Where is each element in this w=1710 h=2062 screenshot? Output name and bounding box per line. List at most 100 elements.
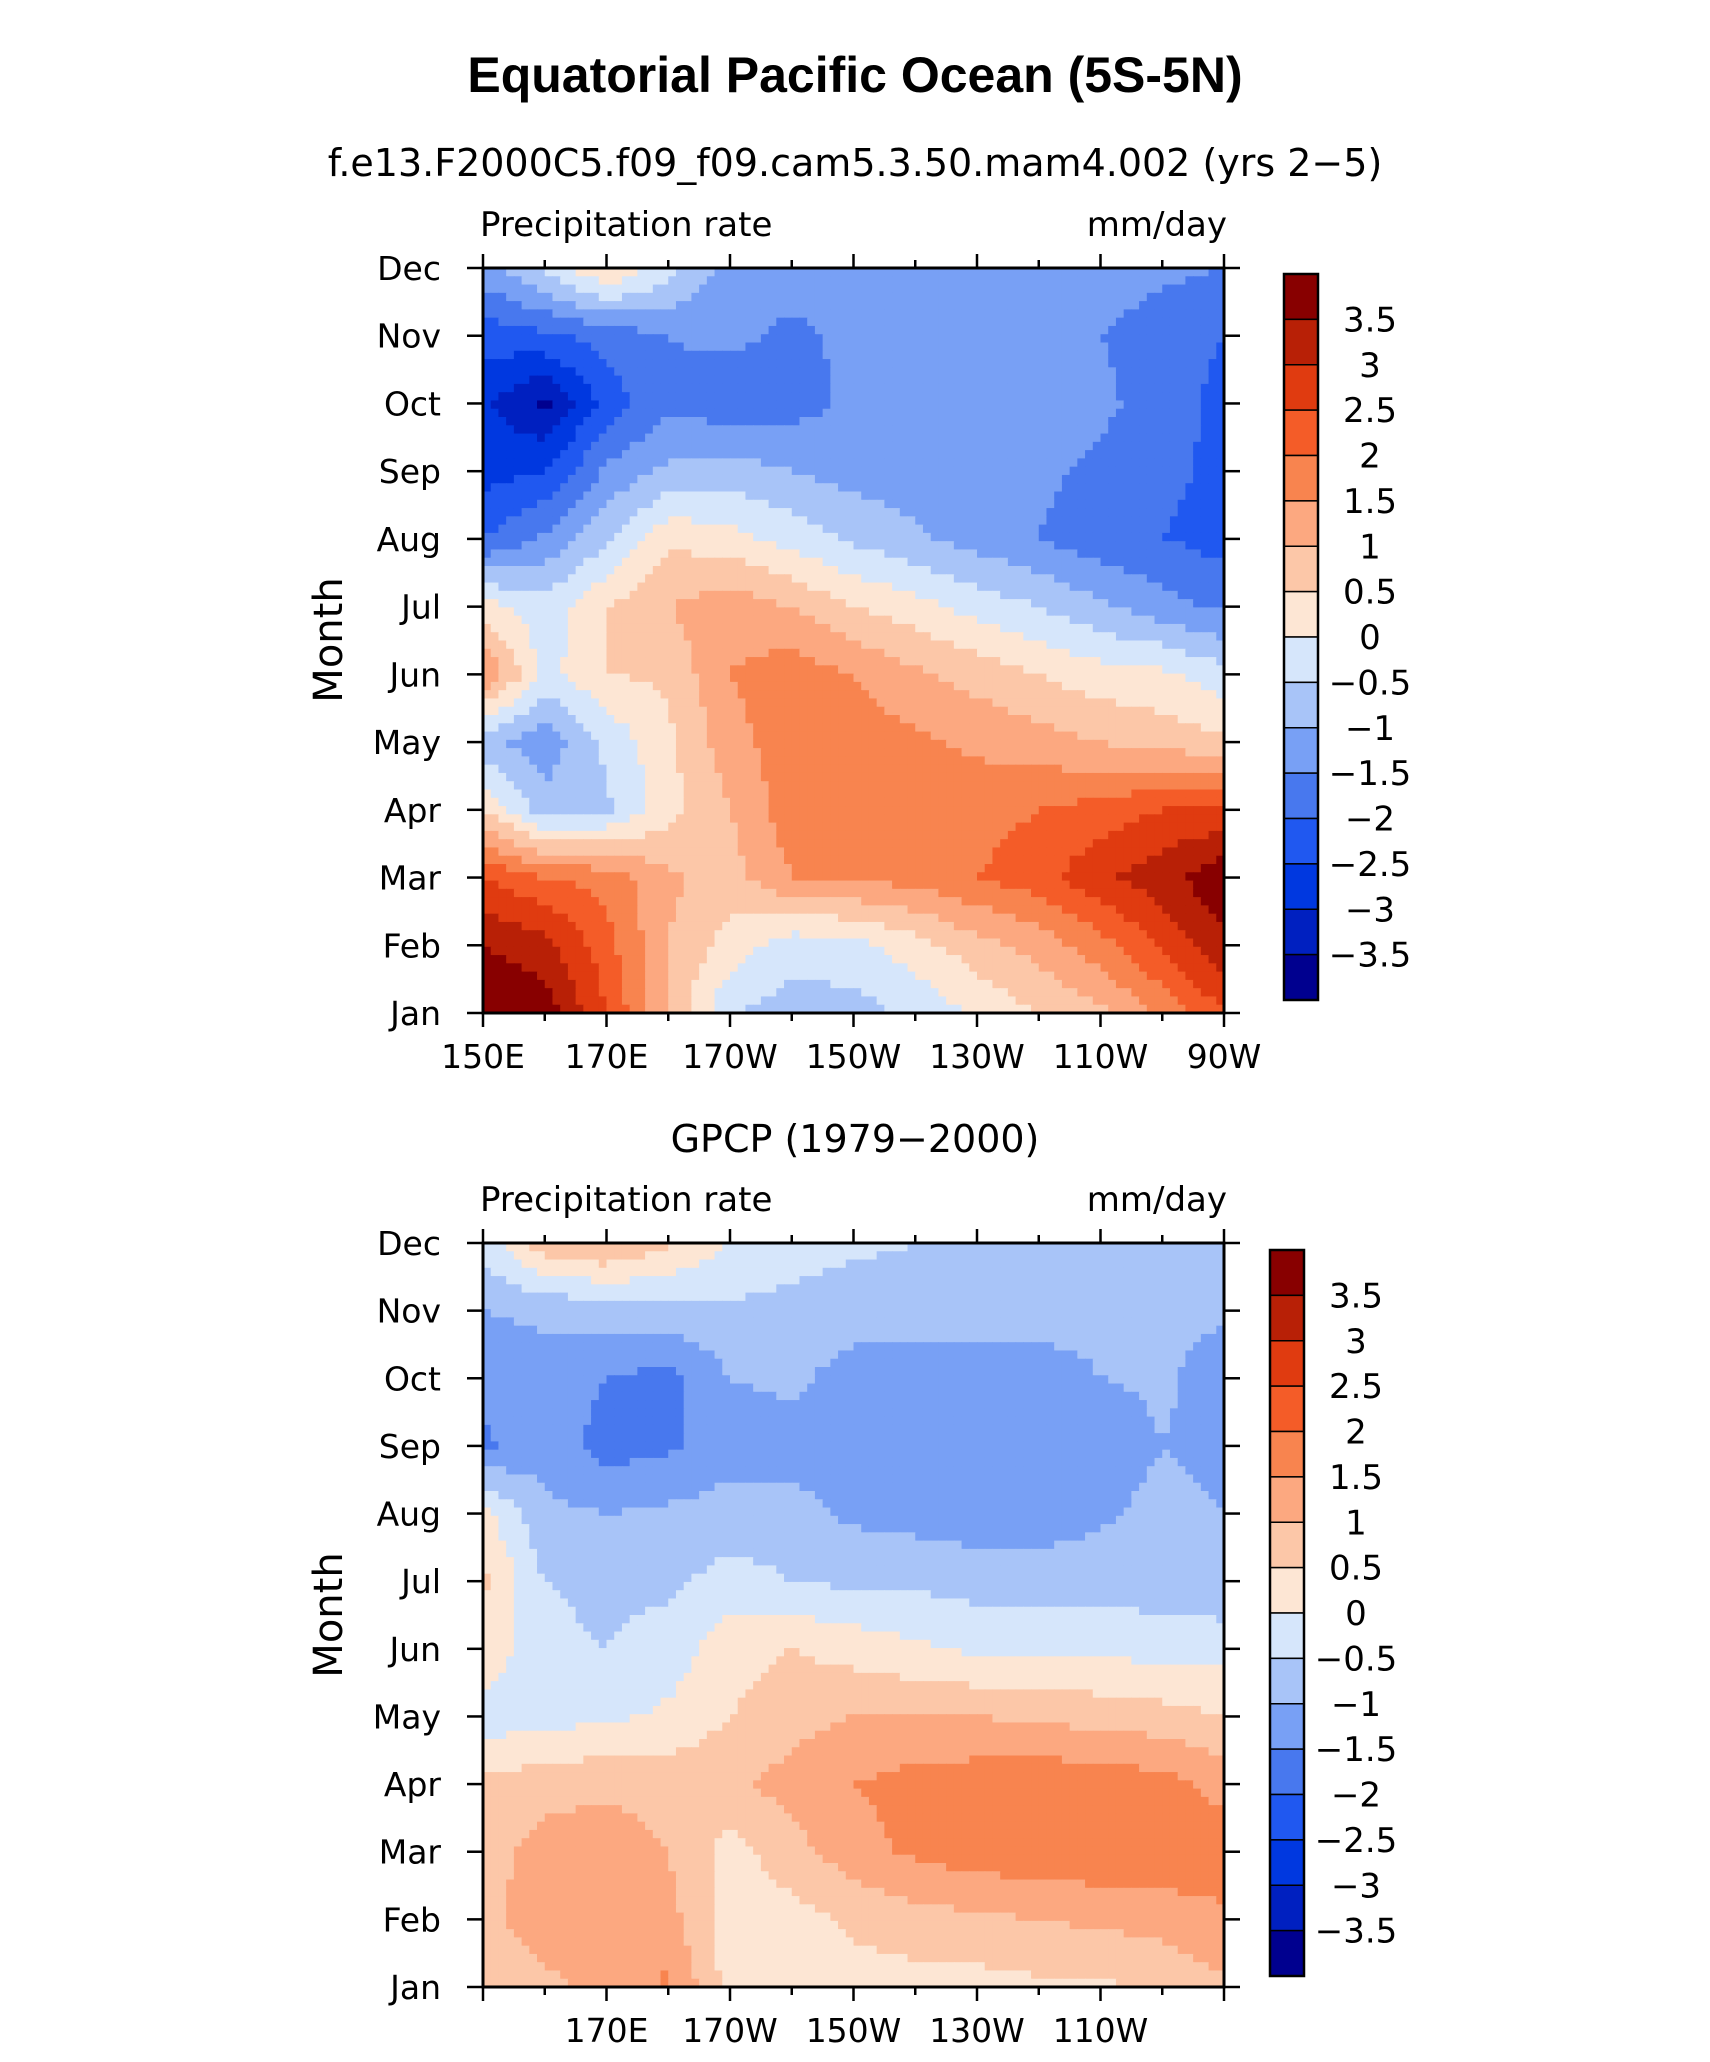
heat-cell bbox=[915, 508, 924, 517]
heat-cell bbox=[745, 301, 754, 310]
heat-cell bbox=[1185, 665, 1194, 675]
heat-cell bbox=[784, 301, 793, 310]
heat-cell bbox=[675, 524, 685, 534]
heat-cell bbox=[637, 541, 646, 551]
heat-cell bbox=[907, 383, 916, 393]
heat-cell bbox=[591, 350, 600, 360]
heat-cell bbox=[614, 516, 623, 526]
heat-cell bbox=[992, 400, 1001, 410]
heat-cell bbox=[629, 549, 638, 559]
heat-cell bbox=[861, 541, 870, 551]
heat-cell bbox=[668, 317, 677, 327]
heat-cell bbox=[537, 681, 546, 691]
heat-cell bbox=[714, 632, 723, 642]
heat-cell bbox=[830, 574, 839, 584]
heat-cell bbox=[1054, 574, 1063, 584]
heat-cell bbox=[992, 359, 1001, 368]
heat-cell bbox=[961, 400, 970, 410]
heat-cell bbox=[652, 292, 662, 302]
heat-cell bbox=[1092, 359, 1102, 368]
heat-cell bbox=[791, 325, 801, 335]
heat-cell bbox=[598, 648, 608, 658]
heat-cell bbox=[637, 574, 646, 584]
heat-cell bbox=[853, 549, 862, 559]
heat-cell bbox=[907, 301, 916, 310]
heat-cell bbox=[845, 657, 855, 666]
heat-cell bbox=[938, 474, 947, 484]
heat-cell bbox=[668, 574, 677, 584]
heat-cell bbox=[660, 474, 669, 484]
heat-cell bbox=[1007, 499, 1017, 509]
heat-cell bbox=[992, 334, 1001, 344]
heat-cell bbox=[753, 284, 762, 294]
heat-cell bbox=[1100, 350, 1109, 360]
heat-cell bbox=[1169, 334, 1179, 344]
heat-cell bbox=[1123, 367, 1132, 377]
heat-cell bbox=[1061, 276, 1071, 286]
heat-cell bbox=[830, 566, 839, 575]
heat-cell bbox=[483, 309, 492, 319]
heat-cell bbox=[598, 499, 608, 509]
heat-cell bbox=[861, 367, 870, 377]
heat-cell bbox=[1177, 392, 1187, 402]
heat-cell bbox=[591, 574, 600, 584]
heat-cell bbox=[1131, 450, 1140, 459]
heat-cell bbox=[1216, 276, 1224, 286]
heat-cell bbox=[930, 690, 940, 700]
heat-cell bbox=[706, 417, 716, 426]
heat-cell bbox=[1185, 508, 1194, 517]
heat-cell bbox=[953, 383, 963, 393]
heat-cell bbox=[506, 375, 515, 385]
heat-cell bbox=[737, 549, 747, 559]
heat-cell bbox=[1092, 367, 1102, 377]
heat-cell bbox=[838, 590, 847, 600]
heat-cell bbox=[714, 284, 723, 294]
heat-cell bbox=[1169, 632, 1179, 642]
heat-cell bbox=[691, 392, 700, 402]
heat-cell bbox=[915, 549, 924, 559]
heat-cell bbox=[1131, 408, 1140, 418]
heat-cell bbox=[1146, 566, 1156, 575]
heat-cell bbox=[699, 383, 708, 393]
heat-cell bbox=[1115, 325, 1125, 335]
heat-cell bbox=[675, 408, 685, 418]
heat-cell bbox=[498, 566, 507, 575]
heat-cell bbox=[1031, 334, 1040, 344]
heat-cell bbox=[745, 400, 754, 410]
heat-cell bbox=[953, 665, 963, 675]
heat-cell bbox=[899, 615, 909, 625]
heat-cell bbox=[760, 532, 770, 542]
heat-cell bbox=[637, 301, 646, 310]
heat-cell bbox=[629, 334, 638, 344]
heat-cell bbox=[753, 690, 762, 700]
heat-cell bbox=[1054, 665, 1063, 675]
heat-cell bbox=[1108, 317, 1117, 327]
heat-cell bbox=[977, 681, 986, 691]
heat-cell bbox=[861, 632, 870, 642]
heat-cell bbox=[1054, 532, 1063, 542]
heat-cell bbox=[961, 524, 970, 534]
heat-cell bbox=[884, 317, 893, 327]
heat-cell bbox=[529, 284, 538, 294]
heat-cell bbox=[1177, 590, 1187, 600]
heat-cell bbox=[969, 408, 978, 418]
heat-cell bbox=[537, 590, 546, 600]
heat-cell bbox=[637, 292, 646, 302]
heat-cell bbox=[1131, 599, 1140, 608]
heat-cell bbox=[946, 350, 955, 360]
heat-cell bbox=[1200, 375, 1210, 385]
heat-cell bbox=[1131, 607, 1140, 617]
heat-cell bbox=[1077, 491, 1086, 501]
heat-cell bbox=[915, 268, 924, 277]
heat-cell bbox=[930, 491, 940, 501]
heat-cell bbox=[1007, 433, 1017, 443]
heat-cell bbox=[1007, 400, 1017, 410]
heat-cell bbox=[490, 508, 500, 517]
heat-cell bbox=[814, 292, 824, 302]
heat-cell bbox=[1139, 342, 1148, 352]
heat-cell bbox=[1177, 566, 1187, 575]
heat-cell bbox=[1108, 458, 1117, 468]
heat-cell bbox=[868, 648, 878, 658]
heat-cell bbox=[1061, 665, 1071, 675]
heat-cell bbox=[791, 408, 801, 418]
